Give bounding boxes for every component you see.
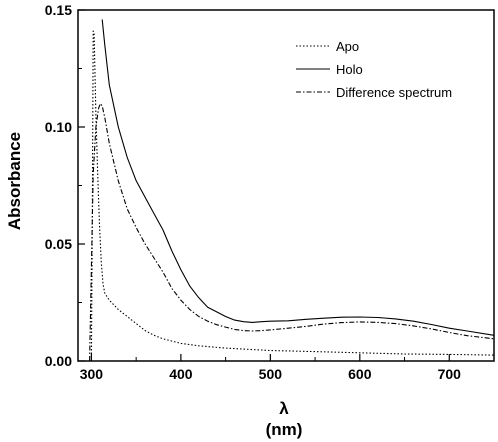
x-tick-label: 700 bbox=[438, 366, 462, 382]
legend-label: Difference spectrum bbox=[336, 85, 452, 100]
y-axis-title: Absorbance bbox=[5, 132, 24, 230]
legend-label: Apo bbox=[336, 39, 359, 54]
x-tick-label: 400 bbox=[169, 366, 193, 382]
series-lines bbox=[89, 19, 495, 362]
y-tick-label: 0.05 bbox=[45, 236, 72, 252]
axes: 300 400 500 600 700 0.00 0.05 0.10 0.15 bbox=[45, 2, 495, 382]
y-tick-label: 0.15 bbox=[45, 2, 72, 18]
y-tick-label: 0.00 bbox=[45, 353, 72, 369]
series-line-apo bbox=[90, 30, 495, 362]
x-tick-label: 600 bbox=[348, 366, 372, 382]
x-axis-title: λ bbox=[279, 399, 289, 418]
x-axis-unit: (nm) bbox=[266, 420, 303, 439]
series-line-holo bbox=[101, 19, 495, 336]
y-tick-label: 0.10 bbox=[45, 119, 72, 135]
legend-label: Holo bbox=[336, 62, 363, 77]
x-tick-label: 300 bbox=[80, 366, 104, 382]
x-tick-label: 500 bbox=[259, 366, 283, 382]
series-line-difference-spectrum bbox=[89, 103, 495, 362]
plot-frame bbox=[77, 9, 495, 362]
legend: Apo Holo Difference spectrum bbox=[296, 39, 452, 100]
